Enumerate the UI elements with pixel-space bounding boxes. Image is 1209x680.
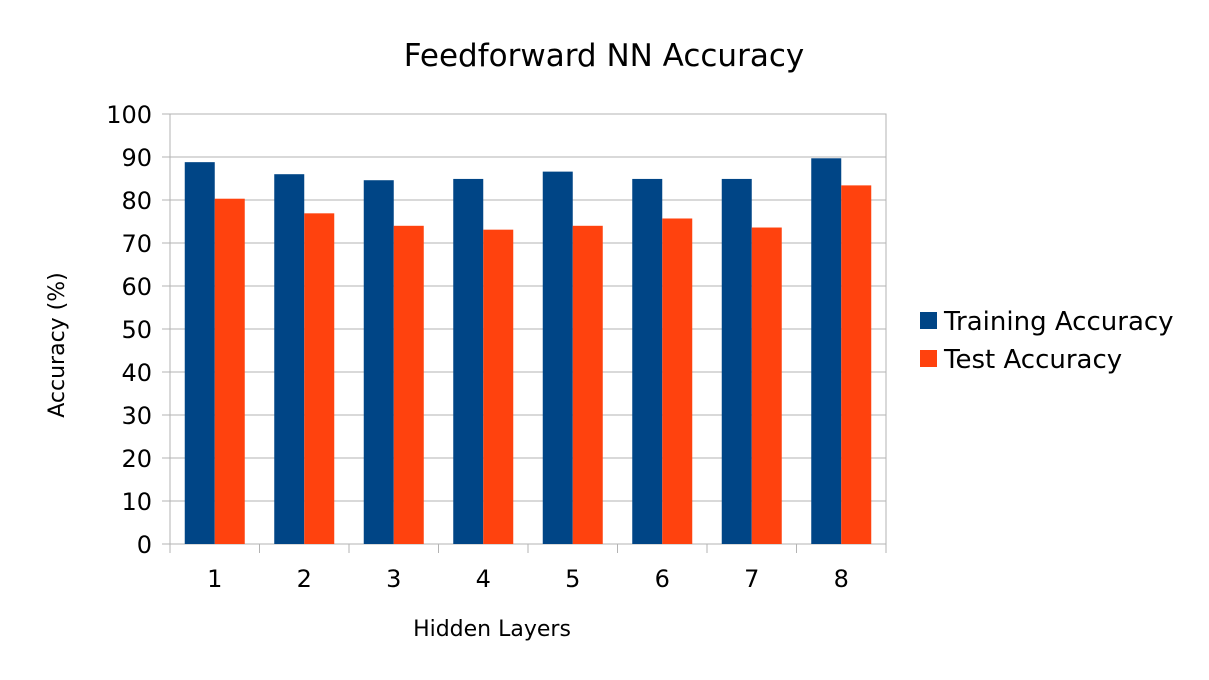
chart-title: Feedforward NN Accuracy [404,38,804,74]
test-accuracy-bar [304,213,335,544]
test-accuracy-bar [393,225,424,545]
y-tick-label: 60 [121,273,152,301]
training-accuracy-bar [811,158,842,545]
y-tick-label: 90 [121,144,152,172]
x-tick-label: 8 [834,565,849,593]
training-accuracy-bar [721,178,752,544]
legend-label: Training Accuracy [943,307,1174,337]
test-accuracy-bar [751,227,782,544]
test-accuracy-bar [214,198,245,544]
y-tick-label: 10 [121,488,152,516]
test-accuracy-bar [483,229,514,545]
bars [184,158,872,545]
training-accuracy-bar [184,162,215,544]
legend: Training Accuracy Test Accuracy [920,307,1174,375]
x-tick-label: 1 [207,565,222,593]
x-axis-ticks: 1 2 3 4 5 6 7 8 [169,544,887,593]
y-tick-label: 100 [106,101,152,129]
x-tick-label: 3 [386,565,401,593]
test-accuracy-bar [572,225,603,545]
x-axis-title: Hidden Layers [413,617,571,642]
training-accuracy-bar [453,178,484,544]
legend-swatch [920,312,937,329]
x-tick-label: 5 [565,565,580,593]
y-tick-label: 70 [121,230,152,258]
test-accuracy-bar [662,218,693,545]
y-tick-label: 0 [137,531,152,559]
legend-swatch [920,350,937,367]
training-accuracy-bar [363,180,394,544]
training-accuracy-bar [632,178,663,544]
y-tick-label: 50 [121,316,152,344]
y-axis-title: Accuracy (%) [45,272,70,418]
x-tick-label: 4 [476,565,491,593]
y-tick-label: 80 [121,187,152,215]
x-tick-label: 2 [297,565,312,593]
y-tick-label: 20 [121,445,152,473]
y-tick-label: 40 [121,359,152,387]
plot-area: 0 10 20 30 40 50 60 70 80 90 100 1 2 3 4 5 6 7 8 [106,101,887,593]
x-tick-label: 6 [655,565,670,593]
y-axis-ticks: 0 10 20 30 40 50 60 70 80 90 100 [106,101,170,559]
legend-label: Test Accuracy [943,345,1122,375]
y-tick-label: 30 [121,402,152,430]
training-accuracy-bar [274,174,305,544]
x-tick-label: 7 [744,565,759,593]
test-accuracy-bar [841,185,872,544]
training-accuracy-bar [542,171,573,544]
